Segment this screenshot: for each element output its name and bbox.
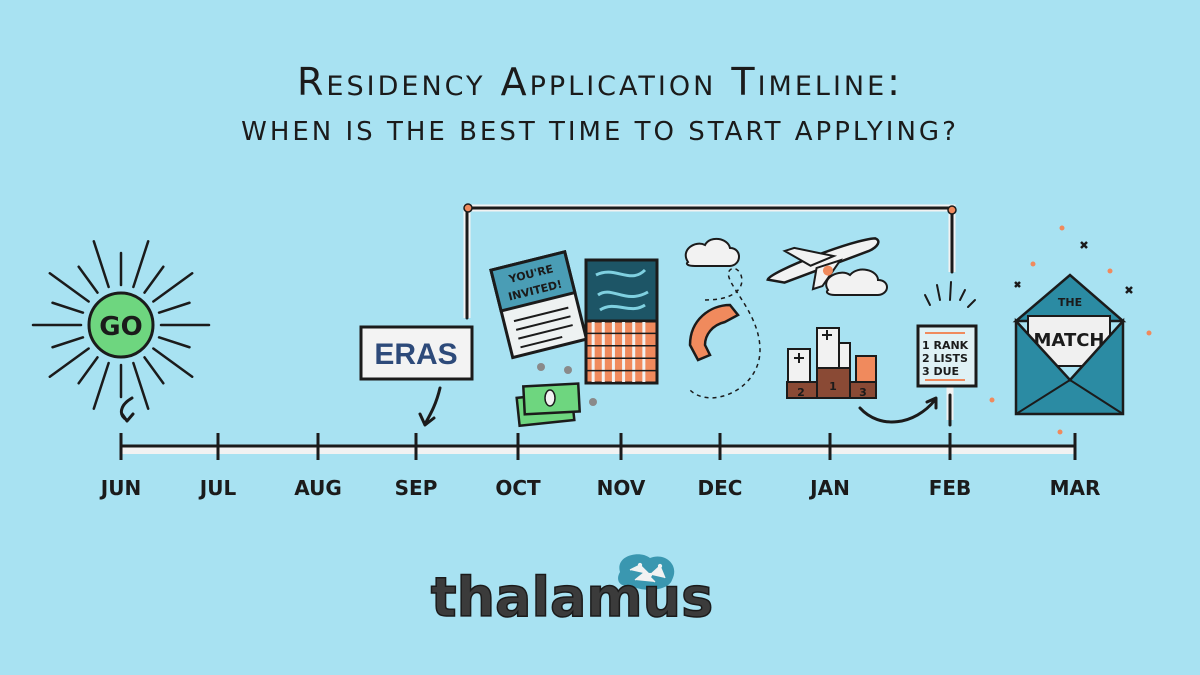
sun-ray — [48, 347, 90, 378]
sun-ray — [77, 265, 99, 294]
month-label-nov: NOV — [597, 476, 646, 500]
rank-list-line-2: 2 LISTS — [922, 352, 968, 365]
rank-list-line-1: 1 RANK — [922, 339, 969, 352]
go-sun-icon: GO — [31, 240, 211, 423]
money-icon — [515, 363, 597, 428]
logo-text: thalamus — [431, 566, 714, 629]
interview-season-bracket — [463, 203, 957, 427]
hospital-podium-icon: 1 2 3 — [786, 327, 938, 424]
sun-ray — [143, 356, 165, 385]
month-label-oct: OCT — [495, 476, 541, 500]
eras-sign: ERAS — [359, 325, 474, 427]
month-label-mar: MAR — [1050, 476, 1101, 500]
thalamus-logo: thalamus — [430, 554, 714, 630]
sun-ray — [157, 301, 191, 314]
podium-second: 2 — [797, 386, 805, 399]
rank-list-icon: 1 RANK 2 LISTS 3 DUE — [916, 281, 978, 388]
sun-ray — [152, 347, 194, 378]
sun-ray — [77, 356, 99, 385]
month-label-aug: AUG — [294, 476, 342, 500]
calendar-icon — [584, 258, 659, 385]
match-envelope-icon: THE MATCH — [989, 225, 1152, 435]
sun-ray — [143, 265, 165, 294]
eras-label: ERAS — [374, 338, 457, 371]
month-label-feb: FEB — [929, 476, 972, 500]
phone-icon — [688, 267, 761, 399]
envelope-the: THE — [1058, 296, 1082, 309]
month-label-sep: SEP — [395, 476, 438, 500]
month-label-dec: DEC — [698, 476, 743, 500]
go-label: GO — [99, 312, 142, 342]
envelope-match: MATCH — [1034, 330, 1105, 351]
rank-list-line-3: 3 DUE — [922, 365, 959, 378]
airplane-icon — [766, 237, 880, 291]
sun-ray — [132, 240, 150, 289]
sun-ray — [92, 240, 110, 289]
sun-ray — [132, 361, 150, 410]
month-label-jun: JUN — [99, 476, 141, 500]
cloud-icon — [684, 237, 888, 296]
page-subtitle: WHEN IS THE BEST TIME TO START APPLYING? — [241, 117, 959, 147]
sun-ray — [152, 272, 194, 303]
sun-ray — [51, 336, 85, 349]
month-label-jul: JUL — [198, 476, 237, 500]
interview-invitation-icon: YOU'RE INVITED! — [489, 249, 589, 360]
sun-ray — [157, 336, 191, 349]
sun-ray — [92, 361, 110, 410]
podium-third: 3 — [859, 386, 867, 399]
timeline-axis — [119, 433, 1077, 460]
sun-ray — [51, 301, 85, 314]
sun-ray — [48, 272, 90, 303]
month-label-jan: JAN — [808, 476, 850, 500]
page-title: Residency Application Timeline: — [297, 60, 903, 104]
podium-first: 1 — [829, 380, 837, 393]
